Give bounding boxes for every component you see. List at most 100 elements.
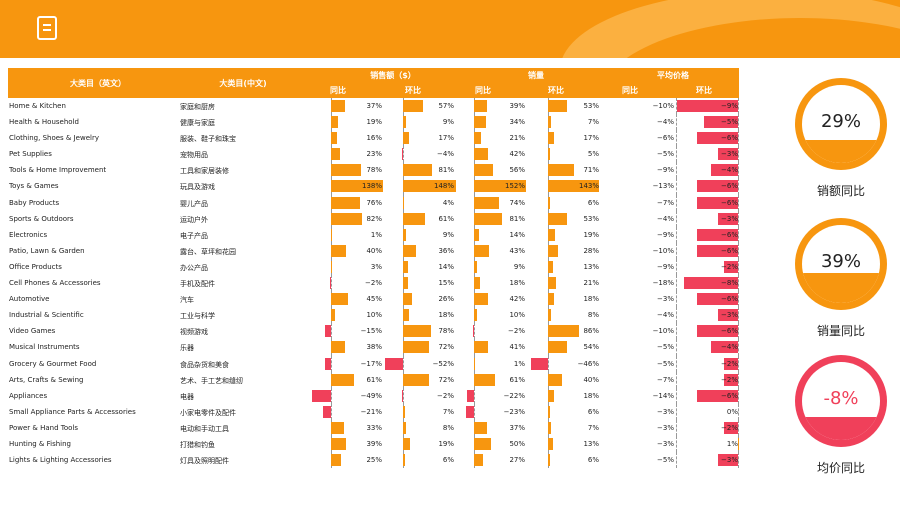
category-en: Electronics — [9, 230, 48, 239]
cell-s-yoy: 78% — [316, 162, 384, 179]
value-label: 28% — [583, 246, 599, 255]
zero-axis — [474, 403, 475, 420]
cell-q-yoy: 18% — [459, 275, 527, 292]
value-label: 39% — [509, 102, 525, 110]
value-bar — [474, 228, 479, 241]
cell-p-mom: −6% — [668, 178, 739, 195]
value-label: −18% — [652, 279, 674, 288]
cell-s-yoy: 40% — [316, 242, 384, 259]
cell-q-mom: 54% — [533, 339, 601, 356]
value-bar — [474, 244, 489, 257]
gauge-value: 39% — [820, 251, 861, 272]
zero-axis — [474, 387, 475, 404]
value-label: −17% — [360, 359, 382, 368]
value-label: 23% — [366, 150, 382, 159]
document-icon[interactable] — [37, 16, 57, 40]
value-label: 26% — [438, 295, 454, 304]
value-label: −2% — [721, 359, 738, 368]
table-row: Small Appliance Parts & Accessories 小家电零件… — [8, 403, 739, 420]
zero-axis — [676, 162, 677, 179]
value-label: 72% — [438, 375, 454, 384]
zero-axis — [738, 210, 739, 227]
value-label: −21% — [360, 407, 382, 416]
value-bar — [548, 100, 568, 112]
value-label: −6% — [721, 182, 738, 191]
table-row: Baby Products 婴儿产品 76% 4% 74% 6% −7% −6% — [8, 194, 739, 211]
cell-s-yoy: 33% — [316, 419, 384, 436]
cell-p-yoy: −3% — [606, 403, 677, 420]
cell-s-mom: 7% — [388, 403, 456, 420]
category-cn: 艺术、手工艺和缝纫 — [180, 376, 243, 385]
value-label: −5% — [657, 150, 674, 159]
cell-s-mom: 6% — [388, 452, 456, 469]
value-bar — [717, 454, 738, 467]
value-label: 43% — [509, 246, 525, 255]
gauge-label: 均价同比 — [816, 461, 865, 475]
gauge-fill — [802, 272, 880, 303]
gauge-label: 销额同比 — [816, 184, 865, 198]
cell-s-yoy: 39% — [316, 435, 384, 453]
value-label: 37% — [509, 423, 525, 432]
cell-s-yoy: 45% — [316, 291, 384, 308]
value-bar — [683, 277, 738, 290]
zero-axis — [738, 387, 739, 404]
zero-axis — [738, 403, 739, 420]
value-bar — [710, 164, 738, 177]
cell-q-mom: 8% — [533, 307, 601, 324]
value-label: 61% — [366, 375, 382, 384]
value-bar — [474, 196, 500, 209]
value-bar — [548, 341, 568, 354]
cell-s-yoy: 38% — [316, 339, 384, 356]
cell-s-yoy: 37% — [316, 98, 384, 115]
value-bar — [548, 293, 555, 306]
value-bar — [697, 389, 738, 402]
category-en: Baby Products — [9, 198, 60, 207]
value-label: 61% — [438, 214, 454, 223]
value-bar — [466, 389, 474, 402]
cell-s-mom: 8% — [388, 419, 456, 436]
value-bar — [403, 309, 410, 322]
category-en: Patio, Lawn & Garden — [9, 246, 85, 255]
value-label: 42% — [509, 150, 525, 159]
category-cn: 食品杂货和美食 — [180, 360, 229, 369]
table-body: Home & Kitchen 家庭和厨房 37% 57% 39% 53% −10% −9% He… — [8, 98, 739, 469]
cell-p-yoy: −14% — [606, 387, 677, 404]
cell-p-mom: −6% — [668, 226, 739, 243]
category-cn: 健康与家庭 — [180, 119, 215, 128]
zero-axis — [738, 226, 739, 243]
gauge-value: 29% — [820, 111, 861, 132]
cell-s-yoy: 23% — [316, 146, 384, 163]
value-bar — [474, 277, 481, 290]
zero-axis — [738, 339, 739, 356]
value-label: 37% — [366, 102, 382, 110]
cell-p-yoy: −4% — [606, 114, 677, 131]
cell-q-mom: 5% — [533, 146, 601, 163]
zero-axis — [331, 355, 332, 372]
value-label: 17% — [438, 134, 454, 143]
value-bar — [325, 325, 331, 338]
category-cn: 手机及配件 — [180, 280, 215, 289]
cell-q-mom: 6% — [533, 194, 601, 211]
category-cn: 工业与科学 — [180, 312, 215, 321]
table-row: Tools & Home Improvement 工具和家居装修 78% 81% 56%… — [8, 162, 739, 179]
category-cn: 工具和家居装修 — [180, 167, 229, 176]
value-label: −3% — [721, 214, 738, 223]
zero-axis — [738, 146, 739, 163]
value-bar — [474, 116, 486, 129]
value-label: 61% — [509, 375, 525, 384]
value-label: 5% — [587, 150, 599, 159]
value-label: −2% — [721, 375, 738, 384]
zero-axis — [676, 435, 677, 453]
value-bar — [474, 454, 484, 467]
zero-axis — [738, 419, 739, 436]
category-en: Small Appliance Parts & Accessories — [9, 407, 136, 416]
cell-p-yoy: −4% — [606, 307, 677, 324]
cell-s-mom: 148% — [388, 178, 456, 195]
value-bar — [548, 116, 551, 129]
value-label: 6% — [587, 198, 599, 207]
cell-q-yoy: 74% — [459, 194, 527, 211]
zero-axis — [738, 452, 739, 469]
cell-p-mom: −2% — [668, 355, 739, 372]
cell-p-mom: −6% — [668, 291, 739, 308]
category-cn: 电动和手动工具 — [180, 424, 229, 433]
